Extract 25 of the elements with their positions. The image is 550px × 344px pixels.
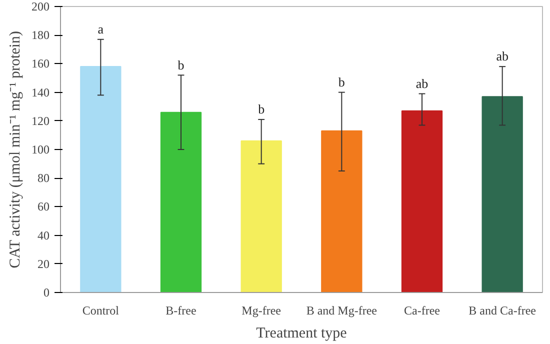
annotation: b (258, 102, 265, 117)
x-tick-label: B and Ca-free (468, 304, 536, 318)
annotation: ab (416, 76, 428, 91)
x-axis-title: Treatment type (256, 326, 348, 342)
y-tick-label: 200 (32, 0, 50, 14)
annotation: a (98, 22, 104, 37)
x-tick-label: B and Mg-free (306, 304, 377, 318)
y-tick-label: 40 (38, 228, 50, 242)
x-tick-label: Ca-free (404, 304, 440, 318)
annotation: b (338, 74, 345, 90)
y-tick-label: 0 (44, 286, 50, 300)
y-tick-label: 140 (32, 85, 50, 100)
x-tick-label: Control (82, 304, 120, 318)
y-tick-label: 180 (32, 28, 50, 42)
annotation: b (178, 57, 184, 72)
y-tick-label: 120 (32, 114, 50, 128)
x-tick-label: Mg-free (242, 304, 281, 318)
y-tick-label: 80 (38, 171, 50, 186)
y-tick-label: 20 (38, 256, 50, 271)
y-tick-label: 100 (32, 142, 50, 156)
y-tick-label: 160 (32, 56, 50, 71)
y-axis-title: CAT activity (μmol min⁻¹ mg⁻¹ protein) (8, 31, 24, 268)
annotation: ab (496, 48, 508, 64)
x-tick-label: B-free (166, 304, 196, 318)
y-tick-label: 60 (38, 200, 50, 214)
